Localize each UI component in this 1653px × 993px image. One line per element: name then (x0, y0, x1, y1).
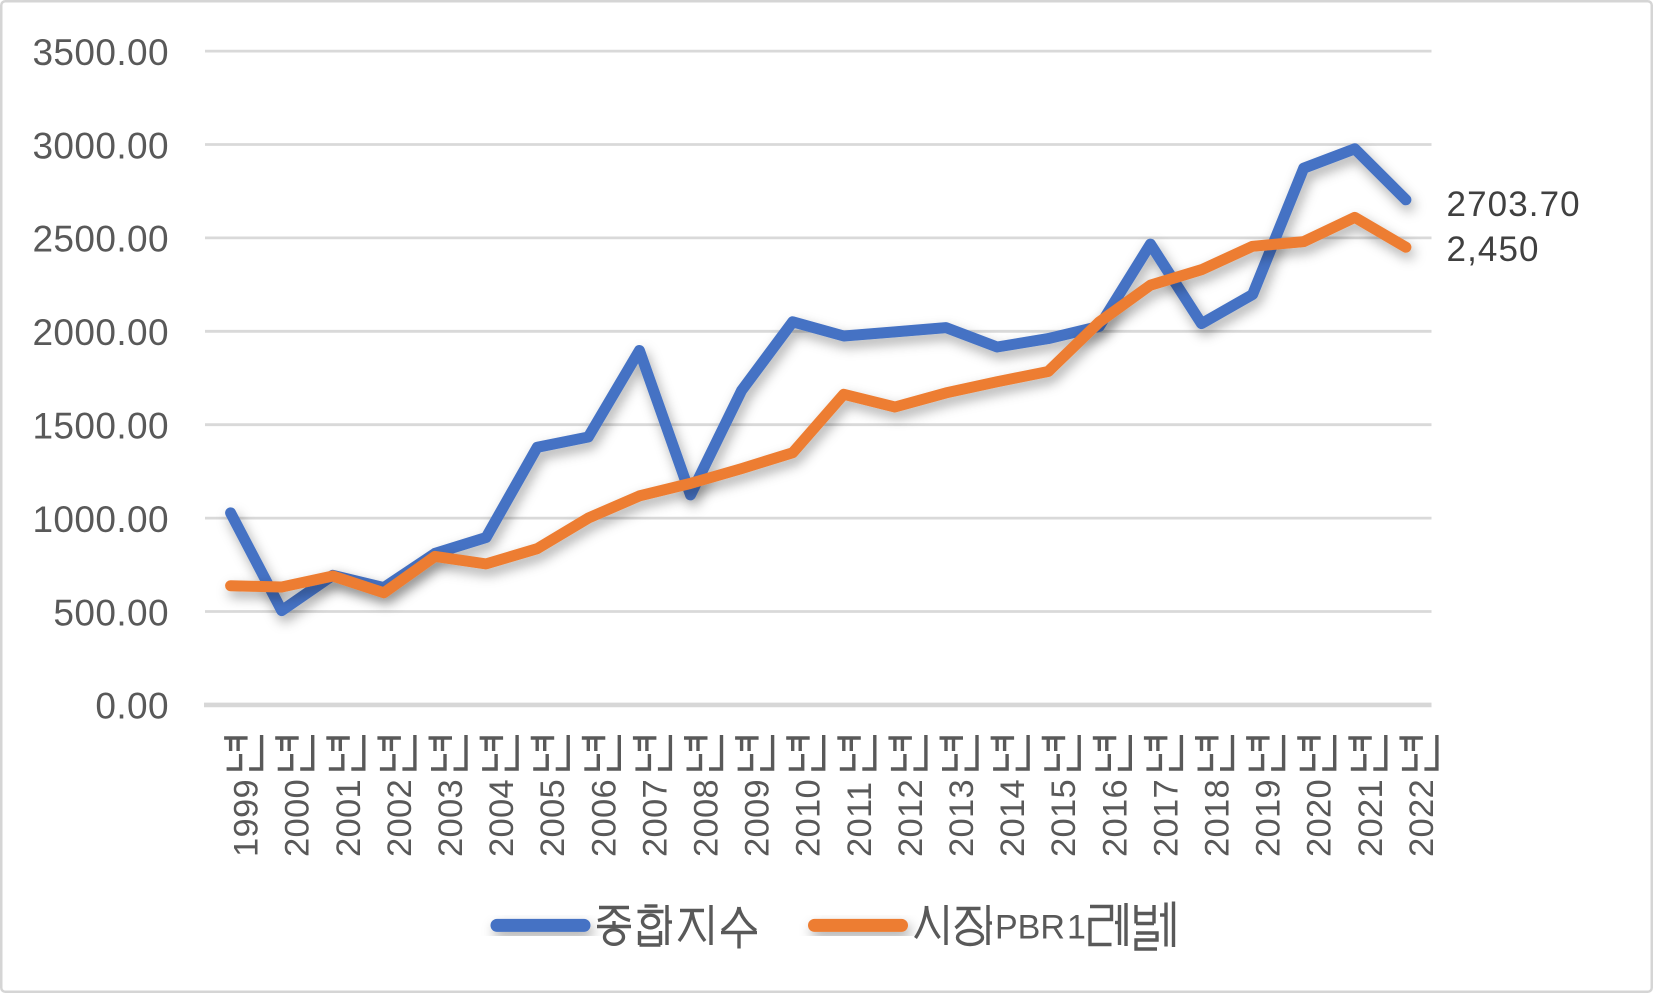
svg-text:2022: 2022 (1403, 779, 1441, 857)
svg-text:2002: 2002 (381, 779, 419, 857)
svg-text:2019: 2019 (1250, 779, 1288, 857)
svg-text:2012: 2012 (892, 779, 930, 857)
svg-text:500.00: 500.00 (53, 592, 169, 633)
svg-text:2703.70: 2703.70 (1447, 185, 1581, 224)
svg-text:0.00: 0.00 (95, 686, 169, 727)
svg-text:2001: 2001 (330, 779, 368, 857)
svg-text:2004: 2004 (483, 779, 521, 857)
svg-text:2003: 2003 (432, 779, 470, 857)
svg-text:1000.00: 1000.00 (32, 499, 169, 540)
svg-text:1: 1 (1067, 909, 1086, 947)
svg-text:1500.00: 1500.00 (32, 406, 169, 447)
svg-text:PBR: PBR (995, 909, 1065, 947)
svg-text:2013: 2013 (943, 779, 981, 857)
svg-text:2021: 2021 (1352, 779, 1390, 857)
svg-text:2017: 2017 (1147, 779, 1185, 857)
svg-text:2500.00: 2500.00 (32, 219, 169, 260)
svg-text:2000.00: 2000.00 (32, 312, 169, 353)
svg-text:2011: 2011 (841, 782, 879, 857)
svg-text:3500.00: 3500.00 (32, 32, 169, 73)
svg-text:2020: 2020 (1301, 779, 1339, 857)
svg-text:2016: 2016 (1096, 779, 1134, 857)
svg-text:2018: 2018 (1199, 779, 1237, 857)
svg-text:2,450: 2,450 (1447, 230, 1540, 269)
svg-text:1999: 1999 (228, 779, 266, 857)
svg-text:2009: 2009 (739, 779, 777, 857)
svg-text:2005: 2005 (534, 779, 572, 857)
svg-text:2007: 2007 (636, 779, 674, 857)
svg-text:2006: 2006 (585, 779, 623, 857)
svg-text:2010: 2010 (790, 779, 828, 857)
svg-text:2014: 2014 (994, 779, 1032, 857)
svg-text:2008: 2008 (688, 779, 726, 857)
svg-text:2000: 2000 (279, 779, 317, 857)
svg-text:2015: 2015 (1045, 779, 1083, 857)
svg-text:3000.00: 3000.00 (32, 125, 169, 166)
